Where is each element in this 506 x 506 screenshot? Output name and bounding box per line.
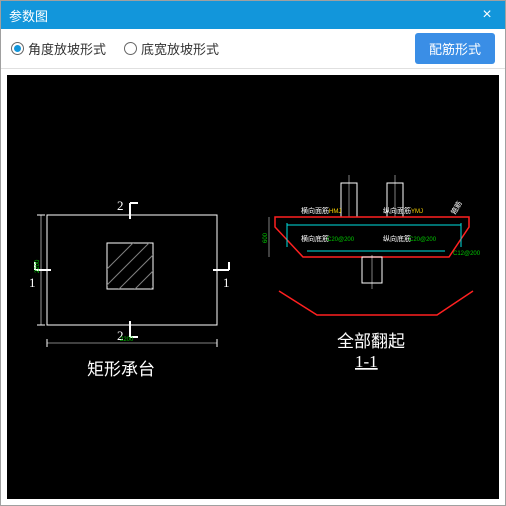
svg-text:1-1: 1-1 [355,352,378,371]
left-figure: 2 2 1 1 2200 [29,198,230,379]
toolbar: 角度放坡形式 底宽放坡形式 配筋形式 [1,29,505,69]
svg-text:箍筋: 箍筋 [449,199,464,216]
right-figure: 横向面筋 HMJ 纵向面筋 YMJ 横向底筋 C20@200 纵向底筋 C20@… [263,175,481,371]
rebar-form-button[interactable]: 配筋形式 [415,33,495,64]
svg-text:纵向底筋: 纵向底筋 [383,234,411,243]
svg-text:2: 2 [117,198,124,213]
svg-text:1: 1 [223,275,230,290]
window-title: 参数图 [9,6,477,25]
canvas-container: 2 2 1 1 2200 [1,69,505,505]
svg-text:全部翻起: 全部翻起 [337,332,405,351]
svg-text:YMJ: YMJ [411,209,423,215]
radio-bottom-width-slope[interactable]: 底宽放坡形式 [124,39,219,58]
svg-text:1: 1 [29,275,36,290]
radio-dot-icon [124,42,137,55]
radio-label: 底宽放坡形式 [141,39,219,58]
svg-text:600: 600 [263,232,269,243]
cad-canvas: 2 2 1 1 2200 [7,75,499,499]
svg-text:横向底筋: 横向底筋 [301,234,329,243]
svg-text:2200: 2200 [35,259,41,273]
svg-text:横向面筋: 横向面筋 [301,206,329,215]
slope-mode-radio-group: 角度放坡形式 底宽放坡形式 [11,39,415,58]
svg-text:纵向面筋: 纵向面筋 [383,206,411,215]
svg-text:C20@200: C20@200 [327,237,355,243]
svg-text:C20@200: C20@200 [409,237,437,243]
titlebar: 参数图 × [1,1,505,29]
svg-text:矩形承台: 矩形承台 [87,360,155,379]
svg-text:2200: 2200 [120,337,134,343]
close-icon[interactable]: × [477,6,497,24]
dialog-window: 参数图 × 角度放坡形式 底宽放坡形式 配筋形式 [0,0,506,506]
radio-label: 角度放坡形式 [28,39,106,58]
radio-dot-icon [11,42,24,55]
svg-text:HMJ: HMJ [329,209,341,215]
svg-text:C12@200: C12@200 [453,251,481,257]
radio-angle-slope[interactable]: 角度放坡形式 [11,39,106,58]
cad-drawing: 2 2 1 1 2200 [7,75,499,505]
